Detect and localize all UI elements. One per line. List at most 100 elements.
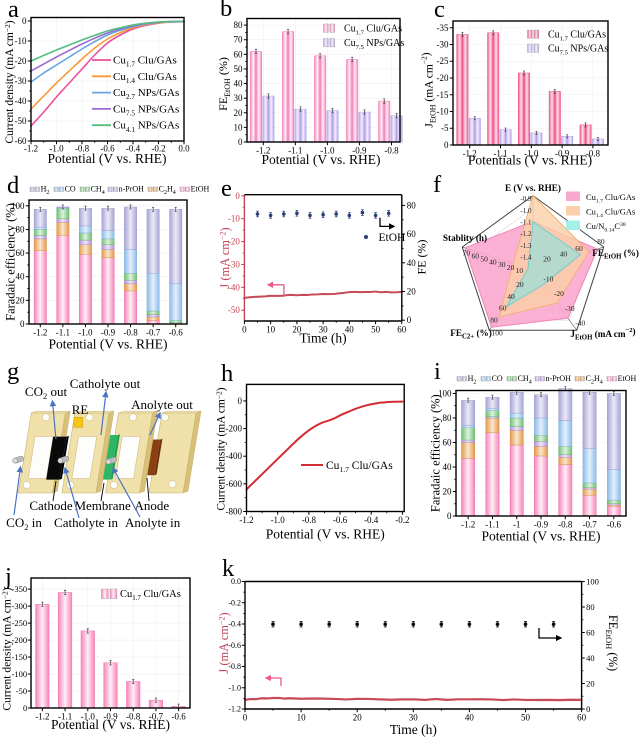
svg-text:100: 100 [586,576,599,586]
svg-text:-35: -35 [437,23,449,33]
svg-text:FEEtOH (%): FEEtOH (%) [216,57,232,111]
svg-text:40: 40 [465,713,475,723]
svg-text:-20: -20 [437,73,449,83]
svg-text:-0.2: -0.2 [151,144,165,154]
svg-text:-1.0: -1.0 [271,515,286,525]
svg-text:EtOH: EtOH [618,374,637,383]
svg-text:CO: CO [492,374,503,383]
svg-text:30: 30 [409,713,419,723]
svg-text:Cu1.7 Clu/GAs: Cu1.7 Clu/GAs [113,55,177,69]
svg-text:Potentials (V vs. RHE): Potentials (V vs. RHE) [468,153,592,168]
svg-text:-0.7: -0.7 [146,328,161,338]
svg-text:Cu1.7 Clu/GAs: Cu1.7 Clu/GAs [326,460,393,474]
svg-text:J (mA cm−2): J (mA cm−2) [217,612,231,673]
svg-text:-0.6: -0.6 [607,520,622,530]
svg-text:Cu7.5 NPs/GAs: Cu7.5 NPs/GAs [548,44,608,57]
svg-text:-0.9: -0.9 [534,520,549,530]
svg-text:-40: -40 [575,319,585,328]
svg-text:CH4: CH4 [91,185,105,196]
svg-text:-1.2: -1.2 [35,712,49,722]
svg-text:60: 60 [443,438,453,448]
svg-text:Cu2.7 NPs/GAs: Cu2.7 NPs/GAs [113,87,179,101]
svg-text:-1.0: -1.0 [81,712,96,722]
svg-text:-30: -30 [565,304,575,313]
svg-text:Cu/N0.14C38: Cu/N0.14C38 [586,221,626,233]
svg-text:E (V vs. RHE): E (V vs. RHE) [505,183,561,193]
svg-text:FEEtOH (%): FEEtOH (%) [604,615,620,671]
svg-text:0: 0 [238,137,243,147]
svg-text:-0.4: -0.4 [364,515,379,525]
svg-text:-1.2: -1.2 [256,146,270,156]
svg-text:Cu1.7 Clu/GAs: Cu1.7 Clu/GAs [120,589,181,602]
svg-text:-1.3: -1.3 [520,242,532,250]
svg-text:60: 60 [397,325,407,335]
svg-text:CO2 in: CO2 in [6,515,42,532]
svg-text:d: d [7,172,19,199]
svg-text:-0.4: -0.4 [228,620,241,629]
svg-text:Potential (V vs. RHE): Potential (V vs. RHE) [262,152,381,167]
svg-text:20: 20 [543,255,551,264]
svg-text:-10: -10 [228,214,240,224]
svg-text:FE (%): FE (%) [415,240,429,275]
svg-text:n-PrOH: n-PrOH [546,374,572,383]
svg-text:-0.8: -0.8 [558,520,573,530]
svg-text:-0.2: -0.2 [228,599,241,608]
svg-text:-0.8: -0.8 [302,515,317,525]
svg-text:40: 40 [586,653,595,663]
svg-text:-40: -40 [228,282,240,292]
svg-text:-100: -100 [12,669,28,679]
svg-text:40: 40 [507,292,515,301]
svg-text:FEC2+ (%): FEC2+ (%) [450,328,492,340]
svg-text:J (mA cm−2): J (mA cm−2) [218,227,232,288]
svg-text:RE: RE [72,402,89,417]
svg-text:80: 80 [234,20,244,30]
svg-text:Catholyte in: Catholyte in [54,515,118,530]
svg-text:-0.2: -0.2 [395,515,409,525]
svg-text:-1.2: -1.2 [463,149,477,159]
svg-text:20: 20 [586,678,595,688]
svg-text:-1.0: -1.0 [320,146,335,156]
svg-text:Cu1.7 Clu/GAs: Cu1.7 Clu/GAs [344,24,402,37]
svg-text:C2H4: C2H4 [159,185,176,196]
svg-text:H2: H2 [41,185,50,196]
svg-text:0: 0 [20,319,25,329]
svg-text:60: 60 [499,304,507,313]
svg-text:CH4: CH4 [518,374,532,385]
svg-text:C2H4: C2H4 [586,374,603,385]
svg-text:20: 20 [353,713,363,723]
svg-text:30: 30 [319,325,329,335]
svg-text:-50: -50 [16,686,27,696]
svg-text:Cu7.5 NPs/GAs: Cu7.5 NPs/GAs [344,38,404,51]
svg-text:-0.8: -0.8 [75,144,90,154]
svg-text:-25: -25 [437,56,449,66]
svg-text:-1.4: -1.4 [520,254,532,262]
svg-text:-1.2: -1.2 [239,515,253,525]
svg-text:0: 0 [444,140,449,150]
svg-text:-30: -30 [228,260,240,270]
svg-text:Cu4.1 NPs/GAs: Cu4.1 NPs/GAs [113,120,179,134]
svg-text:0: 0 [447,511,452,521]
svg-text:70: 70 [463,249,471,258]
svg-text:50: 50 [234,64,244,74]
svg-text:-150: -150 [12,652,28,662]
svg-text:Time (h): Time (h) [300,331,347,346]
svg-text:-20: -20 [554,289,564,298]
svg-text:-600: -600 [226,479,243,489]
svg-text:Faradaic efficiency (%): Faradaic efficiency (%) [429,394,443,512]
svg-text:50: 50 [480,254,488,263]
svg-text:Potential (V vs. RHE): Potential (V vs. RHE) [482,529,601,544]
svg-text:-1.2: -1.2 [33,328,47,338]
svg-text:EtOH: EtOH [191,185,210,194]
svg-text:60: 60 [575,244,583,253]
svg-text:70: 70 [234,35,244,45]
svg-text:CO2 out: CO2 out [25,384,68,401]
svg-text:-250: -250 [12,618,28,628]
svg-text:Potential (V vs. RHE): Potential (V vs. RHE) [266,527,385,542]
svg-text:-0.6: -0.6 [169,328,184,338]
svg-text:Potential (V vs. RHE): Potential (V vs. RHE) [49,337,168,352]
svg-text:-0.7: -0.7 [582,520,597,530]
svg-text:100: 100 [11,201,25,211]
svg-text:b: b [220,0,232,22]
svg-text:-0.7: -0.7 [149,712,164,722]
svg-text:-50: -50 [15,116,27,126]
